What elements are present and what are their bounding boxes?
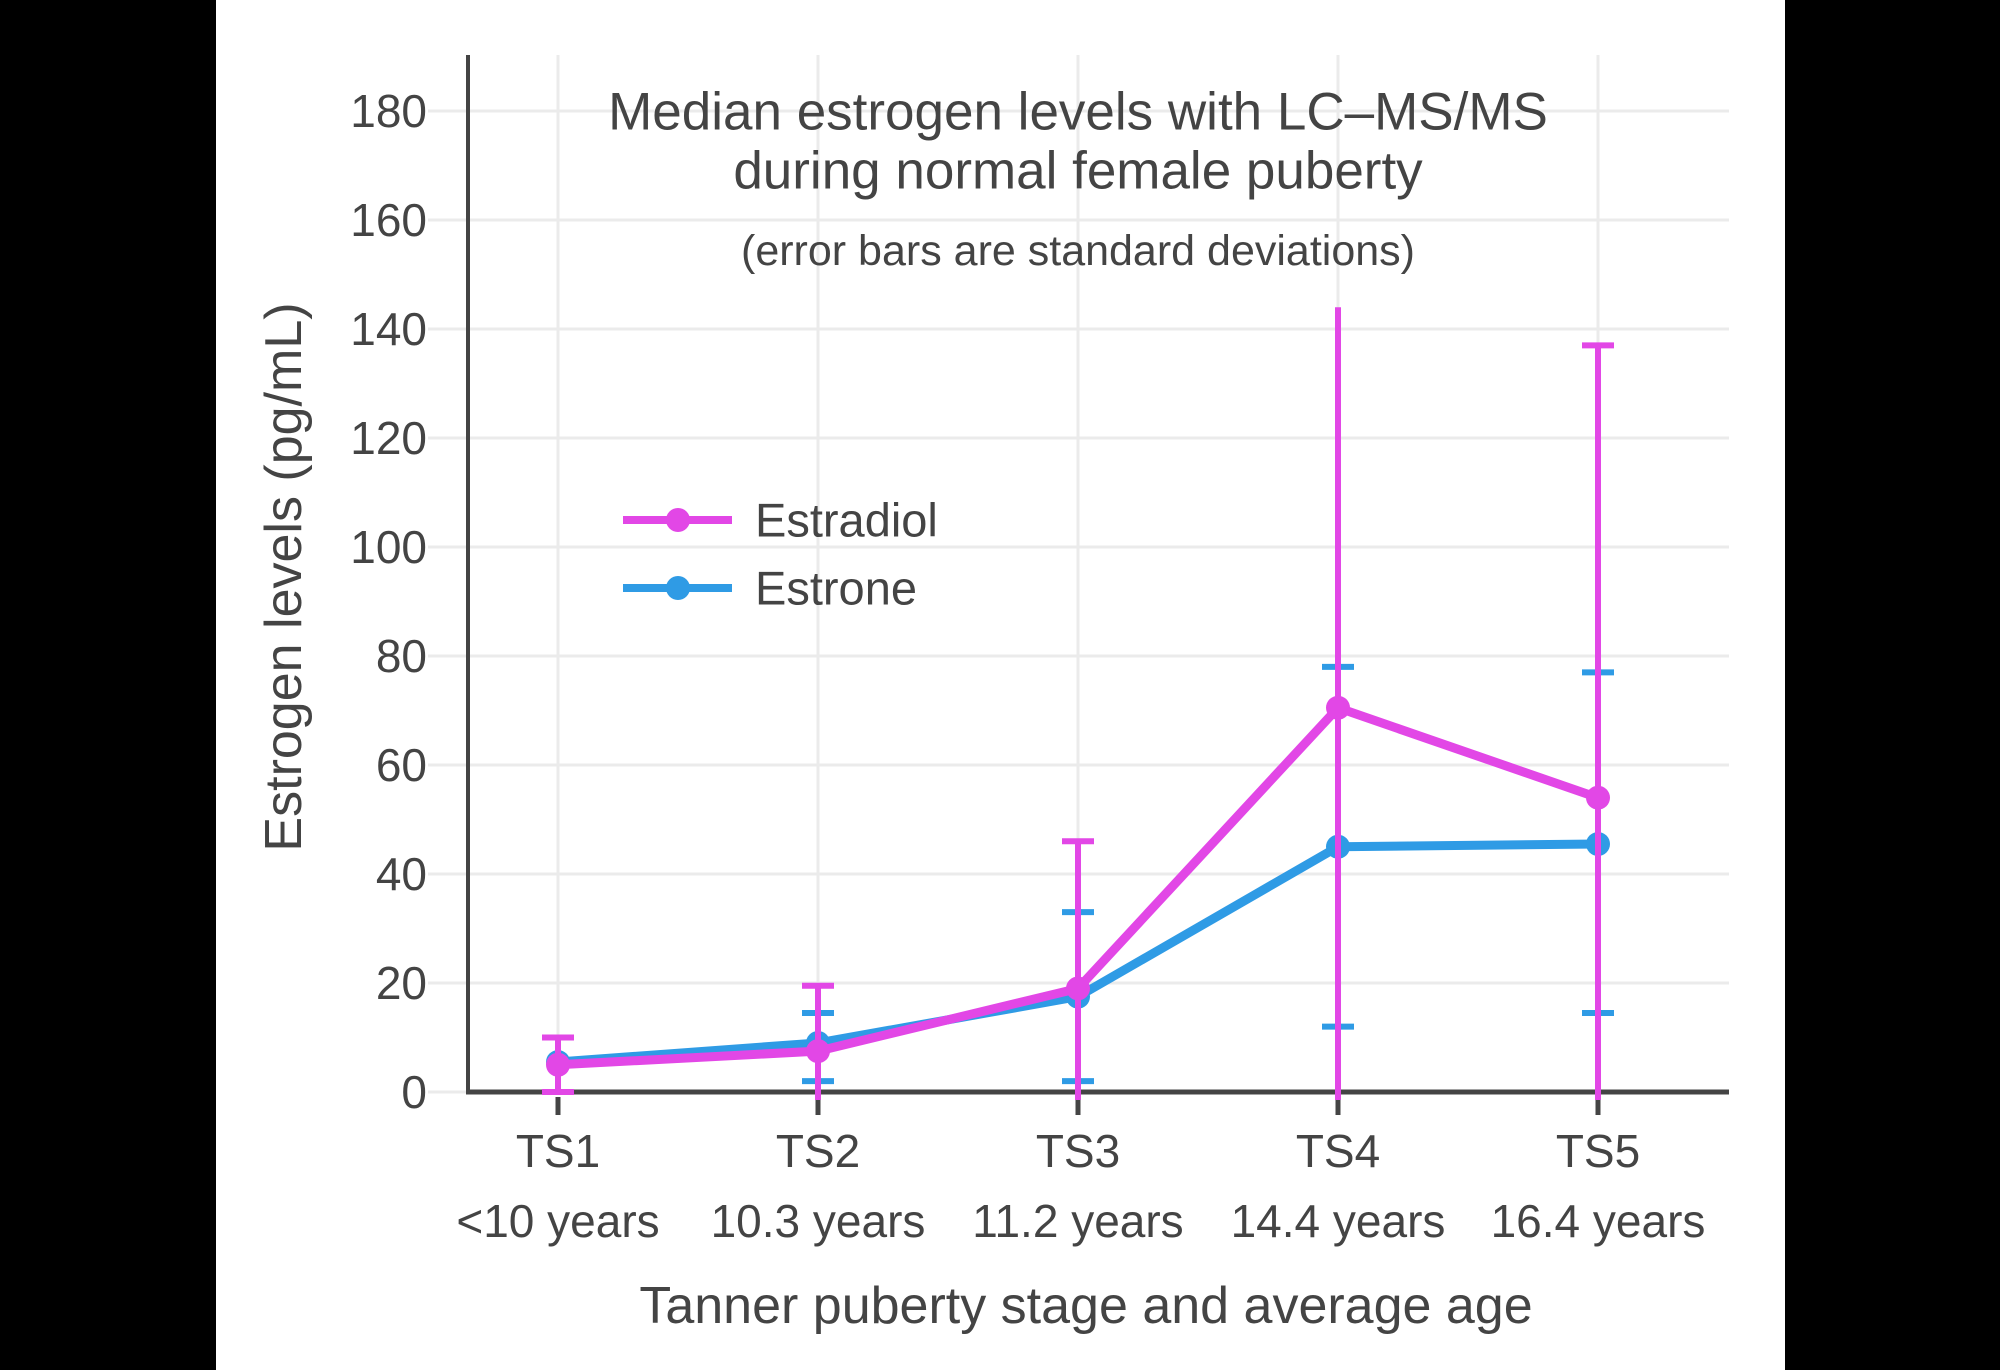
legend-swatch-marker-estradiol [666,508,690,532]
x-tick-label-stage: TS1 [516,1125,600,1177]
estrogen-puberty-line-chart: 0 20 40 60 80 100 120 140 160 180 TS1 <10 years TS2 1… [255,55,1729,1335]
data-point-estradiol-ts5 [1586,785,1610,810]
y-tick-label: 60 [376,739,427,791]
plot-layer: 0 20 40 60 80 100 120 140 160 180 TS1 <10 years TS2 1… [350,55,1729,1247]
y-axis-title: Estrogen levels (pg/mL) [255,302,313,851]
legend-label-estradiol: Estradiol [755,494,938,547]
x-axis-title: Tanner puberty stage and average age [639,1277,1532,1335]
y-tick-label: 180 [350,85,427,137]
y-tick-label: 140 [350,303,427,355]
legend-swatches [623,508,732,600]
y-tick-label: 40 [376,848,427,900]
legend: Estradiol Estrone [623,494,938,615]
y-tick-label: 120 [350,412,427,464]
chart-subtitle: (error bars are standard deviations) [741,227,1415,275]
x-tick-label-stage: TS3 [1036,1125,1120,1177]
x-tick-label-stage: TS4 [1296,1125,1380,1177]
legend-label-estrone: Estrone [755,562,917,615]
data-point-estradiol-ts3 [1066,976,1090,1001]
chart-title-line2: during normal female puberty [733,142,1423,201]
data-point-estradiol-ts2 [806,1039,830,1064]
chart-title-line1: Median estrogen levels with LC–MS/MS [608,83,1548,142]
x-tick-label-stage: TS2 [776,1125,860,1177]
y-tick-label: 20 [376,957,427,1009]
chart-figure-panel: 0 20 40 60 80 100 120 140 160 180 TS1 <10 years TS2 1… [216,0,1785,1370]
x-tick-label-age: 10.3 years [711,1195,926,1247]
x-tick-label-age: <10 years [456,1195,659,1247]
legend-swatch-marker-estrone [666,576,690,600]
y-tick-label: 160 [350,194,427,246]
y-tick-label: 0 [401,1066,427,1118]
x-tick-label-age: 16.4 years [1491,1195,1706,1247]
x-tick-label-age: 14.4 years [1231,1195,1446,1247]
x-tick-label-stage: TS5 [1556,1125,1640,1177]
data-point-estradiol-ts1 [546,1052,570,1077]
data-point-estradiol-ts4 [1326,695,1350,720]
y-tick-label: 100 [350,521,427,573]
y-tick-label: 80 [376,630,427,682]
x-tick-label-age: 11.2 years [972,1195,1183,1247]
